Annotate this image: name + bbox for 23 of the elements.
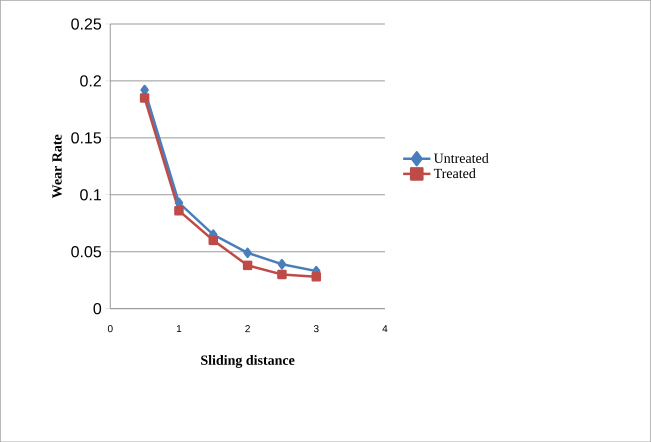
point <box>243 247 252 258</box>
x-tick-label: 1 <box>176 325 182 332</box>
y-axis-title: Wear Rate <box>52 134 62 198</box>
point <box>140 93 150 103</box>
legend-label: Untreated <box>434 152 489 163</box>
y-tick-label: 0 <box>93 302 102 314</box>
point <box>277 270 287 280</box>
x-tick-label: 0 <box>108 325 113 332</box>
y-tick-label: 0.15 <box>71 132 102 144</box>
point <box>278 258 286 270</box>
y-tick-label: 0.1 <box>80 189 101 200</box>
x-tick-label: 3 <box>314 325 319 332</box>
point <box>242 260 252 270</box>
x-tick-label: 4 <box>382 325 388 332</box>
y-tick-label: 0.05 <box>71 246 102 258</box>
y-tick-label: 0.25 <box>71 18 102 30</box>
point <box>174 206 184 216</box>
point <box>312 272 322 282</box>
x-axis-title: Sliding distance <box>201 354 294 368</box>
point <box>208 235 218 245</box>
y-tick-label: 0.2 <box>80 75 101 86</box>
legend-label: Treated <box>434 168 476 178</box>
x-tick-label: 2 <box>245 325 250 332</box>
